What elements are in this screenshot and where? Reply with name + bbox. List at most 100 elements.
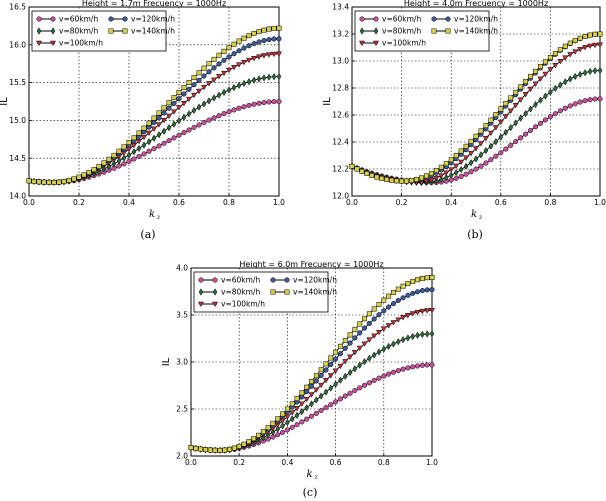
data-point-marker xyxy=(503,128,509,137)
data-point-marker xyxy=(410,290,416,296)
data-point-marker xyxy=(166,138,172,144)
data-point-marker xyxy=(216,61,222,67)
data-point-marker xyxy=(357,361,362,369)
data-point-marker xyxy=(337,396,343,402)
data-point-marker xyxy=(361,341,368,347)
data-point-marker xyxy=(221,48,227,54)
data-point-marker xyxy=(429,362,435,368)
data-point-marker xyxy=(478,163,484,169)
data-point-marker xyxy=(493,112,499,118)
data-point-marker xyxy=(376,348,382,356)
data-point-marker xyxy=(241,79,247,88)
data-point-marker xyxy=(542,59,548,65)
legend-marker xyxy=(108,16,114,22)
data-point-marker xyxy=(308,413,315,419)
data-point-marker xyxy=(211,115,217,121)
data-point-marker xyxy=(562,43,568,49)
data-point-marker xyxy=(91,167,97,172)
data-point-marker xyxy=(196,103,202,111)
data-point-marker xyxy=(513,89,519,95)
data-point-marker xyxy=(126,158,132,164)
data-point-marker xyxy=(533,100,538,109)
data-point-marker xyxy=(577,99,583,105)
data-point-marker xyxy=(207,447,213,453)
data-point-marker xyxy=(181,113,187,121)
data-point-marker xyxy=(275,425,281,433)
data-point-marker xyxy=(424,362,430,368)
data-point-marker xyxy=(357,385,363,391)
data-point-marker xyxy=(487,130,494,137)
data-point-marker xyxy=(231,445,237,451)
data-point-marker xyxy=(323,367,329,373)
panel-caption: (c) xyxy=(303,486,318,499)
panel-caption: (b) xyxy=(467,228,483,241)
data-point-marker xyxy=(322,378,329,384)
data-point-marker xyxy=(226,45,232,51)
data-point-marker xyxy=(231,41,237,47)
data-point-marker xyxy=(468,169,474,175)
data-point-marker xyxy=(508,95,514,101)
data-point-marker xyxy=(191,75,197,81)
data-point-marker xyxy=(472,146,480,152)
data-point-marker xyxy=(198,446,204,452)
data-point-marker xyxy=(294,411,300,420)
y-tick-label: 14.0 xyxy=(9,192,26,201)
data-point-marker xyxy=(512,103,519,109)
chart-panel-a: 0.0 0.2 0.4 0.6 0.8 1.0 14.0 14.5 15.0 15.5 16.0 16… xyxy=(0,0,285,241)
data-point-marker xyxy=(433,168,439,173)
data-point-marker xyxy=(276,72,282,81)
data-point-marker xyxy=(473,133,479,139)
data-point-marker xyxy=(513,139,519,145)
data-point-marker xyxy=(362,358,367,366)
data-point-marker xyxy=(256,432,261,438)
legend-marker xyxy=(372,40,380,47)
series-v=140km/h xyxy=(26,25,282,185)
data-point-marker xyxy=(438,173,445,179)
data-point-marker xyxy=(597,96,603,102)
data-point-marker xyxy=(523,131,529,137)
data-point-marker xyxy=(121,154,127,162)
data-point-marker xyxy=(166,124,172,132)
data-point-marker xyxy=(188,445,194,450)
data-point-marker xyxy=(522,92,529,98)
chart-title: Height = 4.0m Frecuency = 1000Hz xyxy=(404,0,548,8)
data-point-marker xyxy=(211,56,217,62)
legend-label: v=60km/h xyxy=(59,15,98,24)
y-tick-label: 15.5 xyxy=(9,78,26,87)
data-point-marker xyxy=(308,383,315,389)
data-point-marker xyxy=(318,382,325,389)
data-point-marker xyxy=(271,99,277,105)
data-point-marker xyxy=(361,325,368,331)
data-point-marker xyxy=(527,86,534,93)
data-point-marker xyxy=(577,35,583,41)
data-point-marker xyxy=(318,392,324,400)
legend-label: v=120km/h xyxy=(131,15,175,24)
data-point-marker xyxy=(357,321,363,327)
legend-marker xyxy=(445,28,451,34)
data-point-marker xyxy=(433,175,440,182)
data-point-marker xyxy=(502,114,509,120)
data-point-marker xyxy=(342,345,348,351)
data-point-marker xyxy=(567,103,573,109)
data-point-marker xyxy=(206,117,212,123)
data-point-marker xyxy=(161,105,167,111)
data-point-marker xyxy=(175,105,183,111)
data-point-marker xyxy=(438,175,444,184)
data-point-marker xyxy=(572,49,579,55)
data-point-marker xyxy=(419,308,426,315)
legend-marker xyxy=(198,288,204,296)
data-point-marker xyxy=(507,108,514,114)
data-point-marker xyxy=(66,177,72,183)
data-point-marker xyxy=(186,127,192,133)
data-point-marker xyxy=(255,54,263,60)
data-point-marker xyxy=(553,84,558,93)
x-tick-label: 1.0 xyxy=(426,458,438,467)
data-point-marker xyxy=(201,73,207,79)
data-point-marker xyxy=(201,65,207,71)
data-point-marker xyxy=(308,392,315,398)
data-point-marker xyxy=(176,117,182,125)
data-point-marker xyxy=(567,75,573,83)
data-point-marker xyxy=(299,419,305,425)
legend-label: v=80km/h xyxy=(221,288,260,297)
data-point-marker xyxy=(380,326,387,332)
